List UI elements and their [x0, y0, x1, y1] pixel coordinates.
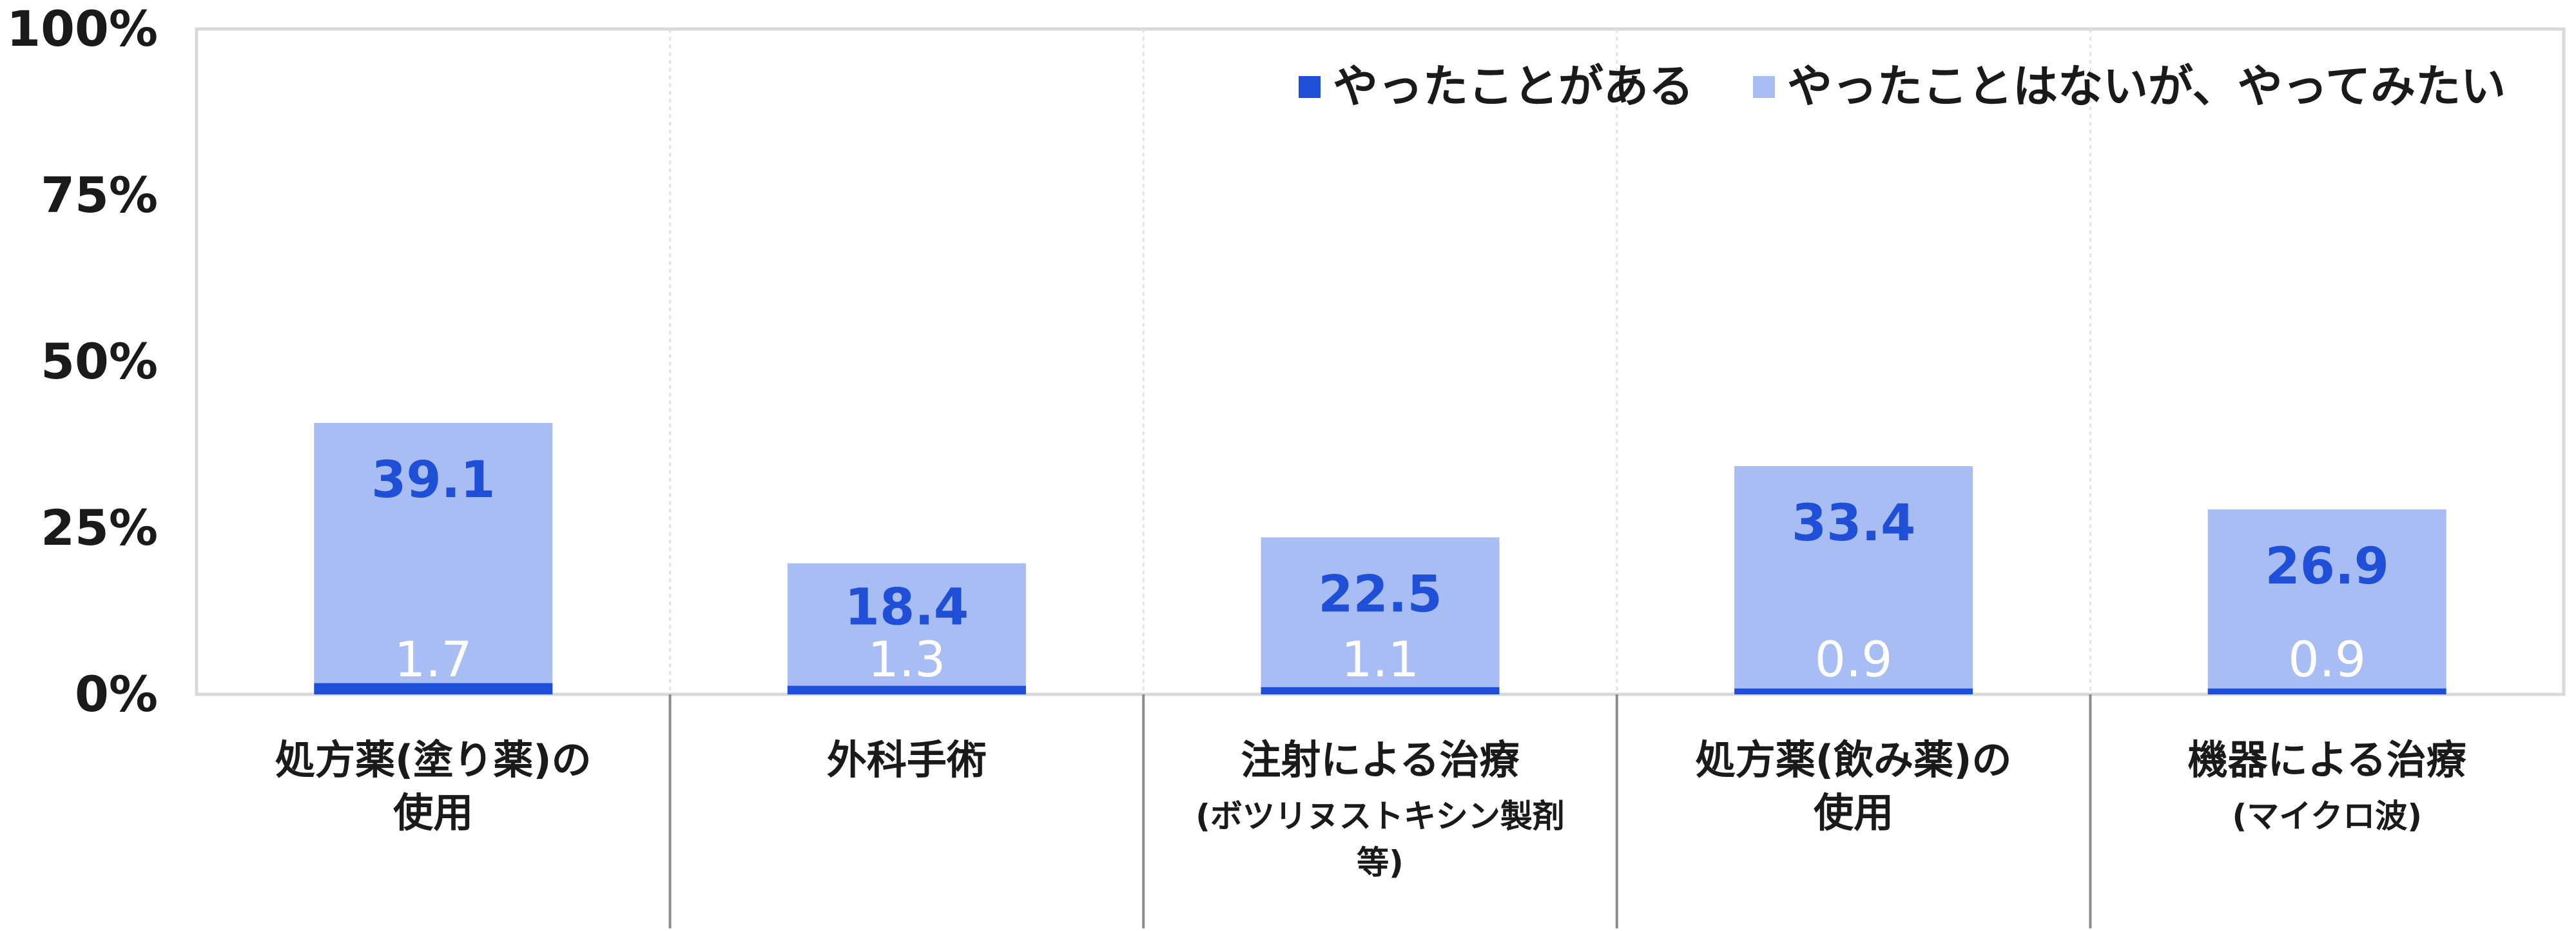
- data-label: 0.9: [1815, 631, 1893, 688]
- bar-segment: [2207, 509, 2446, 689]
- y-tick-label: 100%: [6, 0, 158, 57]
- y-tick-label: 75%: [41, 166, 158, 224]
- data-label: 0.9: [2288, 631, 2366, 688]
- y-tick-label: 50%: [41, 333, 158, 390]
- data-label: 33.4: [1792, 495, 1915, 553]
- data-label: 1.1: [1341, 631, 1419, 688]
- data-label: 39.1: [371, 451, 495, 509]
- data-label: 1.3: [867, 631, 945, 688]
- legend-swatch: [1299, 76, 1321, 98]
- category-label: 機器による治療: [2188, 736, 2466, 783]
- data-label: 26.9: [2265, 538, 2388, 596]
- bar-segment: [314, 683, 553, 694]
- bar-segment: [1734, 688, 1973, 694]
- y-tick-label: 0%: [75, 665, 158, 723]
- legend-label: やったことはないが、やってみたい: [1787, 60, 2506, 113]
- legend-label: やったことがある: [1333, 60, 1694, 113]
- data-label: 22.5: [1318, 565, 1442, 623]
- bar-segment: [1734, 466, 1973, 689]
- bar-segment: [2207, 688, 2446, 694]
- category-label: 処方薬(塗り薬)の: [275, 736, 592, 783]
- category-label: 使用: [393, 789, 473, 836]
- bar-segment: [787, 563, 1026, 686]
- category-label: 処方薬(飲み薬)の: [1696, 736, 2012, 783]
- data-label: 18.4: [845, 579, 969, 637]
- category-sublabel: (ボツリヌストキシン製剤: [1196, 798, 1565, 835]
- legend-swatch: [1753, 76, 1775, 98]
- category-sublabel: 等): [1357, 844, 1404, 881]
- bar-segment: [314, 422, 553, 683]
- category-label: 注射による治療: [1241, 736, 1519, 783]
- category-label: 外科手術: [827, 736, 987, 783]
- data-label: 1.7: [394, 631, 472, 688]
- category-sublabel: (マイクロ波): [2232, 798, 2422, 835]
- bar-segment: [1261, 687, 1500, 694]
- category-label: 使用: [1814, 789, 1893, 836]
- bar-segment: [1261, 537, 1500, 687]
- y-tick-label: 25%: [41, 499, 158, 556]
- bar-segment: [787, 685, 1026, 694]
